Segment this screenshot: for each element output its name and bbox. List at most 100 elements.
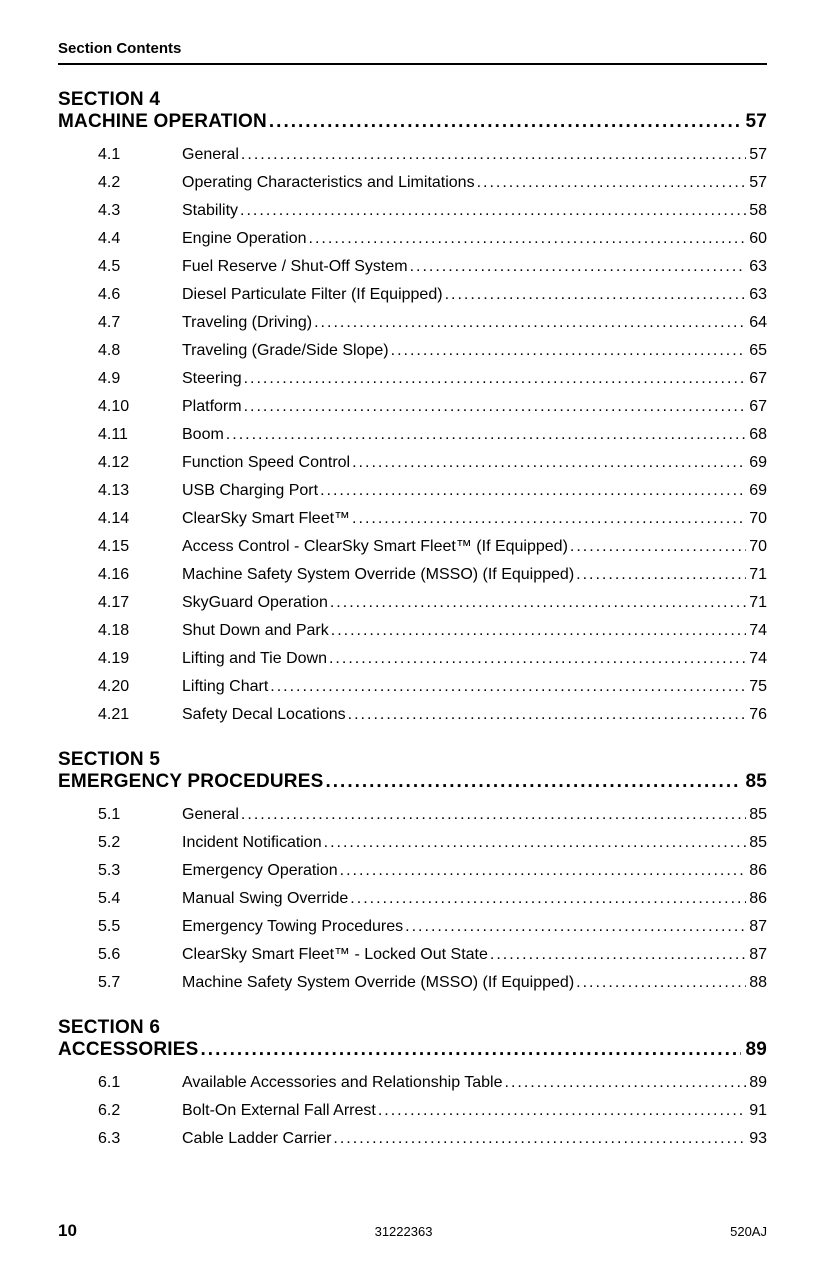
entry-page: 71: [746, 589, 767, 617]
entry-page: 69: [746, 449, 767, 477]
entry-number: 4.15: [98, 533, 182, 561]
dot-leader: [408, 253, 747, 281]
section-title-row: EMERGENCY PROCEDURES85: [58, 771, 767, 793]
entry-number: 4.7: [98, 309, 182, 337]
entry-page: 74: [746, 617, 767, 645]
entry-number: 4.16: [98, 561, 182, 589]
entry-number: 4.10: [98, 393, 182, 421]
entry-number: 4.3: [98, 197, 182, 225]
dot-leader: [403, 913, 746, 941]
entry-title: General: [182, 801, 239, 829]
dot-leader: [331, 1125, 746, 1153]
entry-title: Platform: [182, 393, 242, 421]
toc-section: SECTION 6ACCESSORIES896.1Available Acces…: [58, 1017, 767, 1153]
entry-page: 85: [746, 829, 767, 857]
dot-leader: [475, 169, 747, 197]
entry-page: 74: [746, 645, 767, 673]
toc-entry: 6.2Bolt-On External Fall Arrest 91: [98, 1097, 767, 1125]
entry-page: 58: [746, 197, 767, 225]
entry-number: 6.3: [98, 1125, 182, 1153]
entry-title: Traveling (Grade/Side Slope): [182, 337, 389, 365]
entry-title: Incident Notification: [182, 829, 322, 857]
toc-entry: 4.8Traveling (Grade/Side Slope)65: [98, 337, 767, 365]
dot-leader: [503, 1069, 747, 1097]
entry-page: 60: [746, 225, 767, 253]
toc-entry: 4.3Stability58: [98, 197, 767, 225]
dot-leader: [376, 1097, 746, 1125]
toc-entry: 4.13USB Charging Port69: [98, 477, 767, 505]
entry-page: 63: [746, 281, 767, 309]
entry-number: 4.4: [98, 225, 182, 253]
entry-title: Function Speed Control: [182, 449, 350, 477]
toc-entry: 4.17SkyGuard Operation71: [98, 589, 767, 617]
entry-title: Access Control - ClearSky Smart Fleet™ (…: [182, 533, 568, 561]
dot-leader: [389, 337, 747, 365]
entry-title: USB Charging Port: [182, 477, 318, 505]
entry-page: 69: [746, 477, 767, 505]
entry-number: 4.6: [98, 281, 182, 309]
dot-leader: [238, 197, 746, 225]
toc-section: SECTION 5EMERGENCY PROCEDURES855.1Genera…: [58, 749, 767, 997]
entry-title: Safety Decal Locations: [182, 701, 346, 729]
entry-number: 4.18: [98, 617, 182, 645]
entry-number: 4.20: [98, 673, 182, 701]
section-page: 57: [741, 111, 767, 133]
toc-sections: SECTION 4MACHINE OPERATION574.1General57…: [58, 89, 767, 1153]
entry-number: 4.14: [98, 505, 182, 533]
toc-entry: 4.2Operating Characteristics and Limitat…: [98, 169, 767, 197]
entry-number: 5.6: [98, 941, 182, 969]
entry-number: 6.2: [98, 1097, 182, 1125]
entry-number: 5.1: [98, 801, 182, 829]
entry-page: 67: [746, 393, 767, 421]
dot-leader: [328, 589, 746, 617]
toc-entry: 5.6ClearSky Smart Fleet™ - Locked Out St…: [98, 941, 767, 969]
toc-entry: 5.4Manual Swing Override86: [98, 885, 767, 913]
section-label: SECTION 6: [58, 1017, 767, 1039]
entry-page: 70: [746, 505, 767, 533]
page-footer: 10 31222363 520AJ: [58, 1221, 767, 1241]
dot-leader: [574, 969, 746, 997]
toc-entry: 4.18Shut Down and Park74: [98, 617, 767, 645]
entry-title: Available Accessories and Relationship T…: [182, 1069, 503, 1097]
entry-number: 4.12: [98, 449, 182, 477]
entry-number: 5.7: [98, 969, 182, 997]
entry-number: 4.8: [98, 337, 182, 365]
dot-leader: [242, 365, 747, 393]
section-contents-header: Section Contents: [58, 40, 767, 65]
dot-leader: [350, 505, 746, 533]
entry-title: Manual Swing Override: [182, 885, 348, 913]
toc-entry: 4.21Safety Decal Locations76: [98, 701, 767, 729]
dot-leader: [574, 561, 746, 589]
entry-title: Cable Ladder Carrier: [182, 1125, 331, 1153]
entry-title: Emergency Operation: [182, 857, 338, 885]
toc-entry: 4.9Steering67: [98, 365, 767, 393]
entry-title: Engine Operation: [182, 225, 307, 253]
entry-number: 4.19: [98, 645, 182, 673]
toc-entry: 4.16Machine Safety System Override (MSSO…: [98, 561, 767, 589]
entry-number: 5.2: [98, 829, 182, 857]
entry-title: Bolt-On External Fall Arrest: [182, 1097, 376, 1125]
entry-title: Fuel Reserve / Shut-Off System: [182, 253, 408, 281]
toc-entry: 4.1General57: [98, 141, 767, 169]
entry-page: 93: [746, 1125, 767, 1153]
toc-entry: 4.4Engine Operation 60: [98, 225, 767, 253]
toc-entry: 6.1Available Accessories and Relationshi…: [98, 1069, 767, 1097]
dot-leader: [488, 941, 746, 969]
entry-page: 89: [746, 1069, 767, 1097]
entry-title: Traveling (Driving): [182, 309, 312, 337]
toc-entry: 5.2Incident Notification 85: [98, 829, 767, 857]
entry-number: 4.1: [98, 141, 182, 169]
entry-page: 76: [746, 701, 767, 729]
entry-title: Steering: [182, 365, 242, 393]
entry-title: Lifting and Tie Down: [182, 645, 327, 673]
section-entries: 6.1Available Accessories and Relationshi…: [58, 1069, 767, 1153]
dot-leader: [322, 829, 747, 857]
dot-leader: [329, 617, 746, 645]
entry-title: General: [182, 141, 239, 169]
entry-page: 64: [746, 309, 767, 337]
entry-page: 63: [746, 253, 767, 281]
dot-leader: [348, 885, 746, 913]
entry-page: 91: [746, 1097, 767, 1125]
entry-number: 5.5: [98, 913, 182, 941]
section-entries: 5.1General855.2Incident Notification855.…: [58, 801, 767, 997]
